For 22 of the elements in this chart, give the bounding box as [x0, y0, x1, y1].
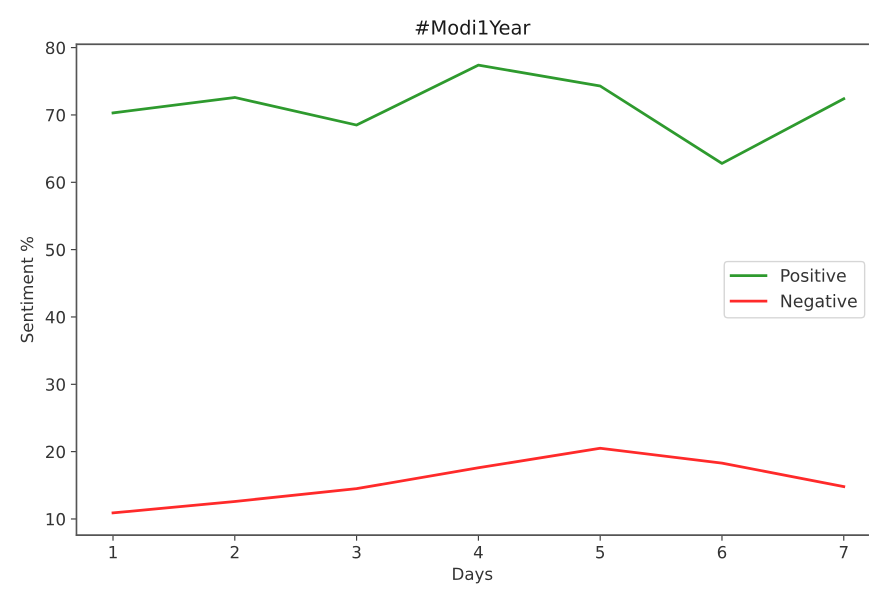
- x-tick-label: 5: [596, 546, 604, 558]
- x-tick-label: 1: [110, 546, 117, 558]
- y-tick-label: 80: [46, 42, 65, 54]
- legend-label: Negative: [782, 294, 857, 311]
- y-tick-label: 10: [46, 512, 65, 526]
- y-tick-label: 50: [46, 244, 65, 256]
- y-tick-label: 60: [46, 176, 65, 189]
- line-series: [112, 446, 846, 514]
- x-axis-title: Days: [453, 568, 492, 584]
- legend-label: Positive: [782, 268, 846, 282]
- y-axis-title: Sentiment %: [20, 236, 34, 342]
- line-series: [112, 64, 846, 165]
- x-tick-label: 2: [230, 546, 238, 558]
- y-tick-label: 70: [46, 108, 65, 122]
- y-tick-label: 40: [46, 310, 65, 324]
- x-tick-label: 6: [718, 546, 726, 558]
- chart-title: #Modi1Year: [416, 20, 530, 35]
- x-tick-label: 7: [840, 546, 848, 558]
- x-tick-label: 4: [474, 546, 483, 558]
- y-tick-label: 30: [46, 378, 65, 391]
- y-tick-label: 20: [46, 446, 65, 458]
- x-tick-label: 3: [352, 546, 361, 558]
